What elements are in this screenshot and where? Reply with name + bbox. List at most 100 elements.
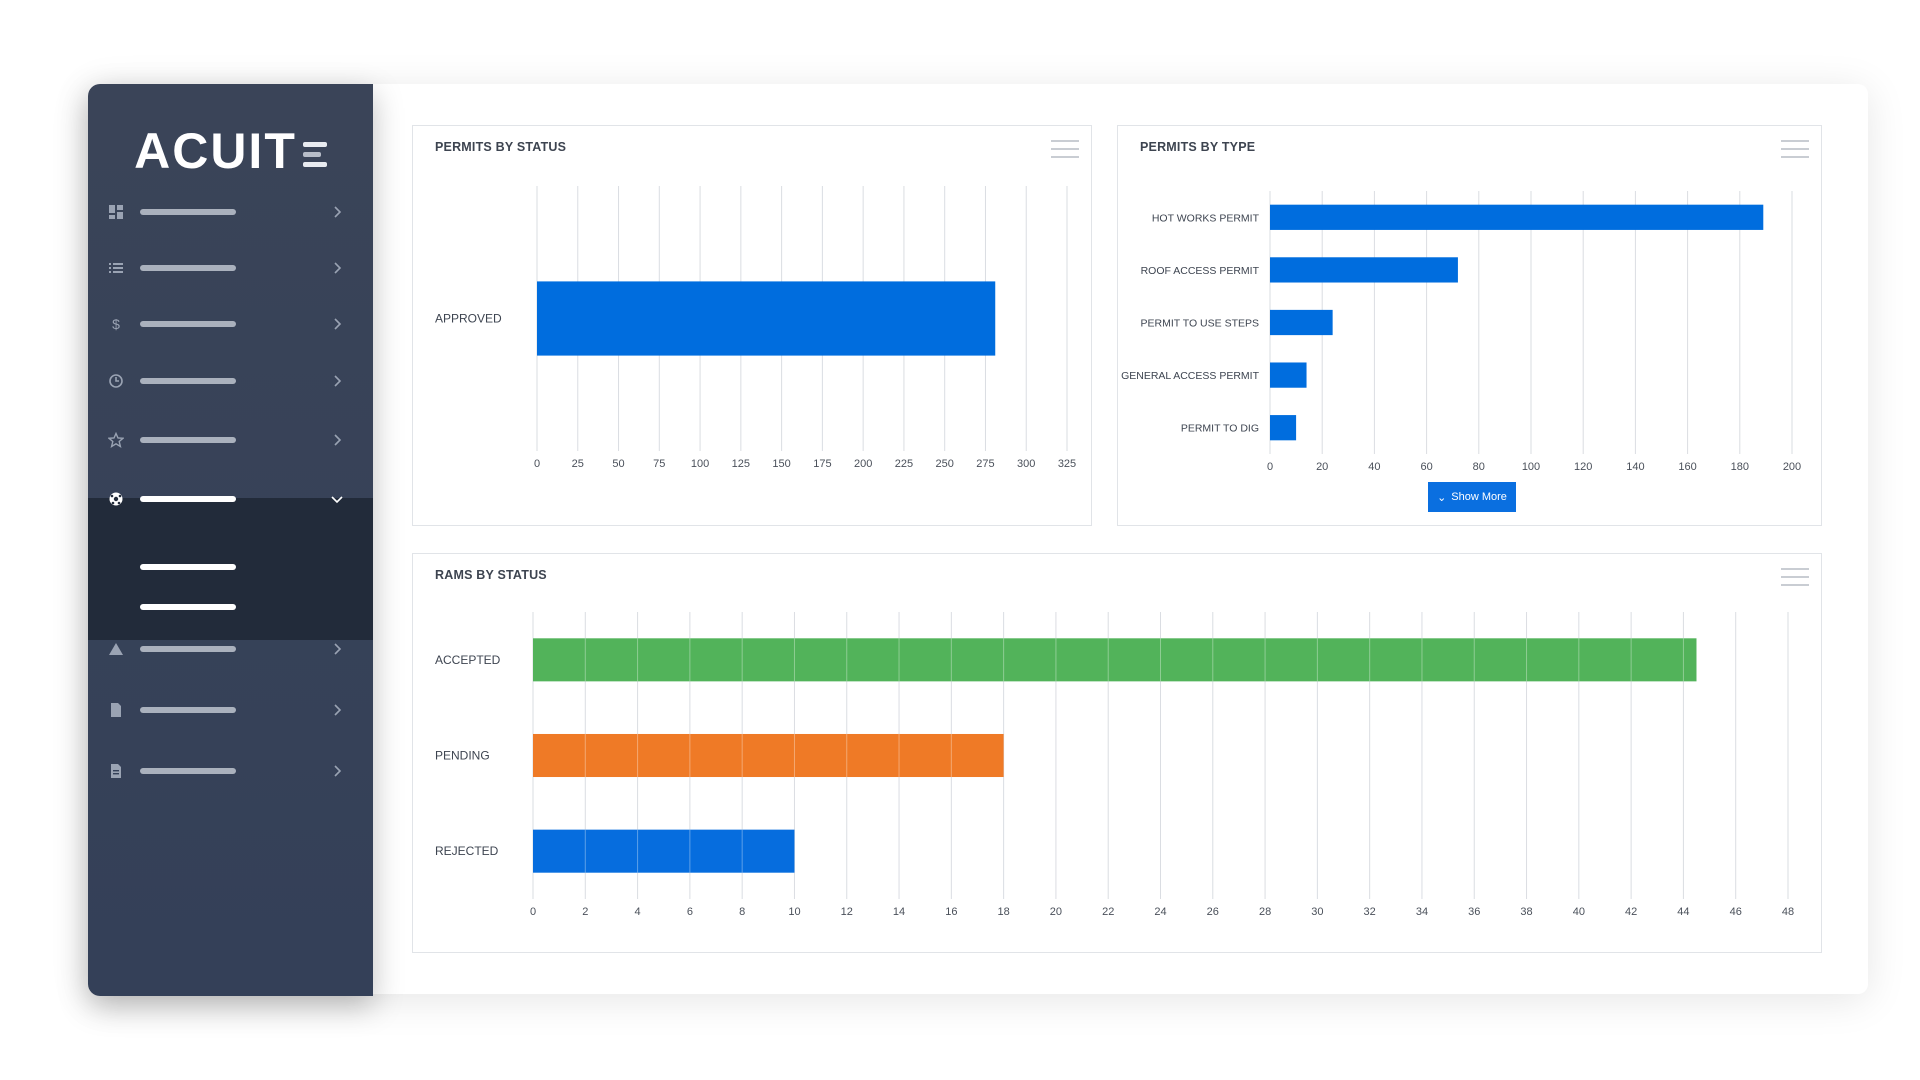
x-tick-label: 8 [739, 906, 745, 918]
x-tick-label: 75 [653, 458, 665, 470]
hamburger-menu-icon[interactable] [1781, 140, 1809, 160]
panel-title: PERMITS BY TYPE [1140, 140, 1256, 154]
category-label: REJECTED [435, 844, 499, 858]
x-tick-label: 125 [732, 458, 750, 470]
sidebar-item-label-placeholder [140, 768, 236, 774]
sidebar-item-label-placeholder [140, 209, 236, 215]
x-tick-label: 300 [1017, 458, 1035, 470]
panel-title: PERMITS BY STATUS [435, 140, 567, 154]
x-tick-label: 4 [635, 906, 641, 918]
category-label: ACCEPTED [435, 653, 501, 667]
sidebar-item-safety[interactable] [88, 471, 373, 527]
x-tick-label: 150 [772, 458, 790, 470]
x-tick-label: 120 [1574, 461, 1592, 473]
sidebar-item-time[interactable] [88, 353, 373, 409]
x-tick-label: 160 [1678, 461, 1696, 473]
clock-icon [109, 374, 123, 388]
chevron-right-icon [334, 318, 342, 330]
x-tick-label: 46 [1730, 906, 1742, 918]
logo-lines-icon [302, 137, 327, 172]
bar-accepted [533, 638, 1697, 682]
category-label: PERMIT TO DIG [1181, 423, 1259, 435]
sidebar-item-hazards[interactable] [88, 621, 373, 677]
chevron-right-icon [334, 206, 342, 218]
sidebar-subitem-1[interactable] [140, 564, 236, 570]
warning-icon [109, 643, 123, 655]
x-tick-label: 30 [1311, 906, 1323, 918]
chevron-right-icon [334, 375, 342, 387]
x-tick-label: 20 [1050, 906, 1062, 918]
x-tick-label: 14 [893, 906, 905, 918]
file-icon [111, 703, 121, 717]
x-tick-label: 225 [895, 458, 913, 470]
show-more-button[interactable]: ⌄ Show More [1428, 482, 1516, 512]
chevron-down-icon [331, 496, 343, 504]
x-tick-label: 100 [1522, 461, 1540, 473]
sidebar-item-files[interactable] [88, 682, 373, 738]
category-label: PERMIT TO USE STEPS [1141, 318, 1259, 330]
x-tick-label: 40 [1573, 906, 1585, 918]
x-tick-label: 26 [1207, 906, 1219, 918]
x-tick-label: 42 [1625, 906, 1637, 918]
sidebar-item-label-placeholder [140, 707, 236, 713]
list-icon [109, 263, 123, 273]
x-tick-label: 28 [1259, 906, 1271, 918]
panel-rams-by-status: RAMS BY STATUS 0 2 4 6 8 10 12 14 16 18 20 22 24 26 28… [412, 553, 1822, 953]
sidebar-item-documents[interactable] [88, 743, 373, 799]
x-tick-label: 18 [998, 906, 1010, 918]
panel-permits-by-type: PERMITS BY TYPE 0 20 40 60 80 100 120 140 160 180… [1117, 125, 1822, 526]
x-tick-label: 36 [1468, 906, 1480, 918]
x-tick-label: 175 [813, 458, 831, 470]
panel-permits-by-status: PERMITS BY STATUS 0 25 50 75 100 125 150 175 200… [412, 125, 1092, 526]
sidebar-item-label-placeholder [140, 646, 236, 652]
x-tick-label: 200 [854, 458, 872, 470]
brand-logo[interactable]: ACUIT [88, 122, 373, 180]
category-label: HOT WORKS PERMIT [1152, 212, 1260, 224]
x-tick-label: 44 [1677, 906, 1689, 918]
x-tick-label: 32 [1364, 906, 1376, 918]
sidebar-item-label-placeholder [140, 321, 236, 327]
dashboard-icon [109, 205, 123, 219]
bar-permit-to-use-steps [1270, 309, 1333, 336]
sidebar-item-favorites[interactable] [88, 412, 373, 468]
bar-roof-access-permit [1270, 257, 1458, 283]
dollar-icon: $ [112, 316, 120, 332]
hamburger-menu-icon[interactable] [1051, 140, 1079, 160]
x-tick-label: 12 [841, 906, 853, 918]
sidebar-item-label-placeholder [140, 437, 236, 443]
chart-permits-by-status: 0 25 50 75 100 125 150 175 200 225 250 275 300 325 APP… [435, 186, 1076, 470]
x-tick-label: 0 [534, 458, 540, 470]
x-tick-label: 50 [612, 458, 624, 470]
sidebar-item-dashboard[interactable] [88, 184, 373, 240]
x-tick-label: 100 [691, 458, 709, 470]
x-tick-label: 325 [1058, 458, 1076, 470]
sidebar-item-list[interactable] [88, 240, 373, 296]
chevron-down-icon: ⌄ [1437, 491, 1447, 504]
x-tick-label: 48 [1782, 906, 1794, 918]
sidebar-item-finance[interactable]: $ [88, 296, 373, 352]
sidebar-subitem-2[interactable] [140, 604, 236, 610]
sidebar-item-label-placeholder [140, 265, 236, 271]
x-tick-label: 6 [687, 906, 693, 918]
category-label: PENDING [435, 749, 490, 763]
hamburger-menu-icon[interactable] [1781, 568, 1809, 588]
x-tick-label: 22 [1102, 906, 1114, 918]
sidebar: ACUIT $ [88, 84, 373, 996]
x-tick-label: 140 [1626, 461, 1644, 473]
bar-hot-works-permit [1270, 204, 1764, 230]
star-icon [108, 432, 124, 448]
x-tick-label: 60 [1420, 461, 1432, 473]
x-tick-label: 180 [1731, 461, 1749, 473]
bar-general-access-permit [1270, 362, 1307, 388]
bar-rejected [533, 829, 795, 873]
x-tick-label: 38 [1520, 906, 1532, 918]
chart-rams-by-status: 0 2 4 6 8 10 12 14 16 18 20 22 24 26 28 30 32 34 36 38 40 42 4… [435, 612, 1794, 918]
x-tick-label: 16 [945, 906, 957, 918]
bar-permit-to-dig [1270, 415, 1297, 441]
sidebar-item-label-placeholder [140, 378, 236, 384]
document-icon [111, 764, 121, 778]
bar-pending [533, 733, 1004, 778]
sidebar-item-label-placeholder [140, 496, 236, 502]
chevron-right-icon [334, 704, 342, 716]
x-tick-label: 2 [582, 906, 588, 918]
